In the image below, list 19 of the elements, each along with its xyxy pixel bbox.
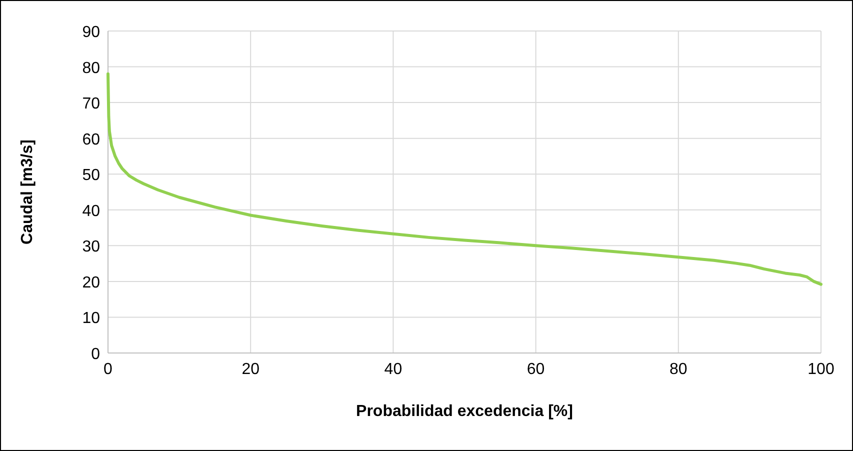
x-tick-label: 60 <box>526 361 545 378</box>
y-tick-label: 30 <box>82 238 100 256</box>
y-tick-label: 70 <box>82 96 100 113</box>
y-axis-title: Caudal [m3/s] <box>19 140 36 244</box>
y-tick-label: 20 <box>82 274 100 292</box>
y-tick-label: 80 <box>82 60 100 77</box>
y-tick-label: 10 <box>82 310 100 328</box>
y-tick-label: 60 <box>82 131 100 148</box>
x-tick-label: 100 <box>808 361 834 378</box>
x-tick-label: 80 <box>670 361 688 378</box>
x-tick-label: 20 <box>242 361 260 378</box>
line-series <box>106 72 822 286</box>
x-tick-label: 0 <box>104 361 113 378</box>
y-tick-label: 40 <box>82 202 100 220</box>
x-tick-label: 40 <box>384 361 402 378</box>
y-tick-label: 0 <box>91 346 100 363</box>
y-tick-label: 50 <box>82 167 100 184</box>
x-axis-title: Probabilidad excedencia [%] <box>356 403 573 420</box>
y-tick-label: 90 <box>82 24 100 41</box>
